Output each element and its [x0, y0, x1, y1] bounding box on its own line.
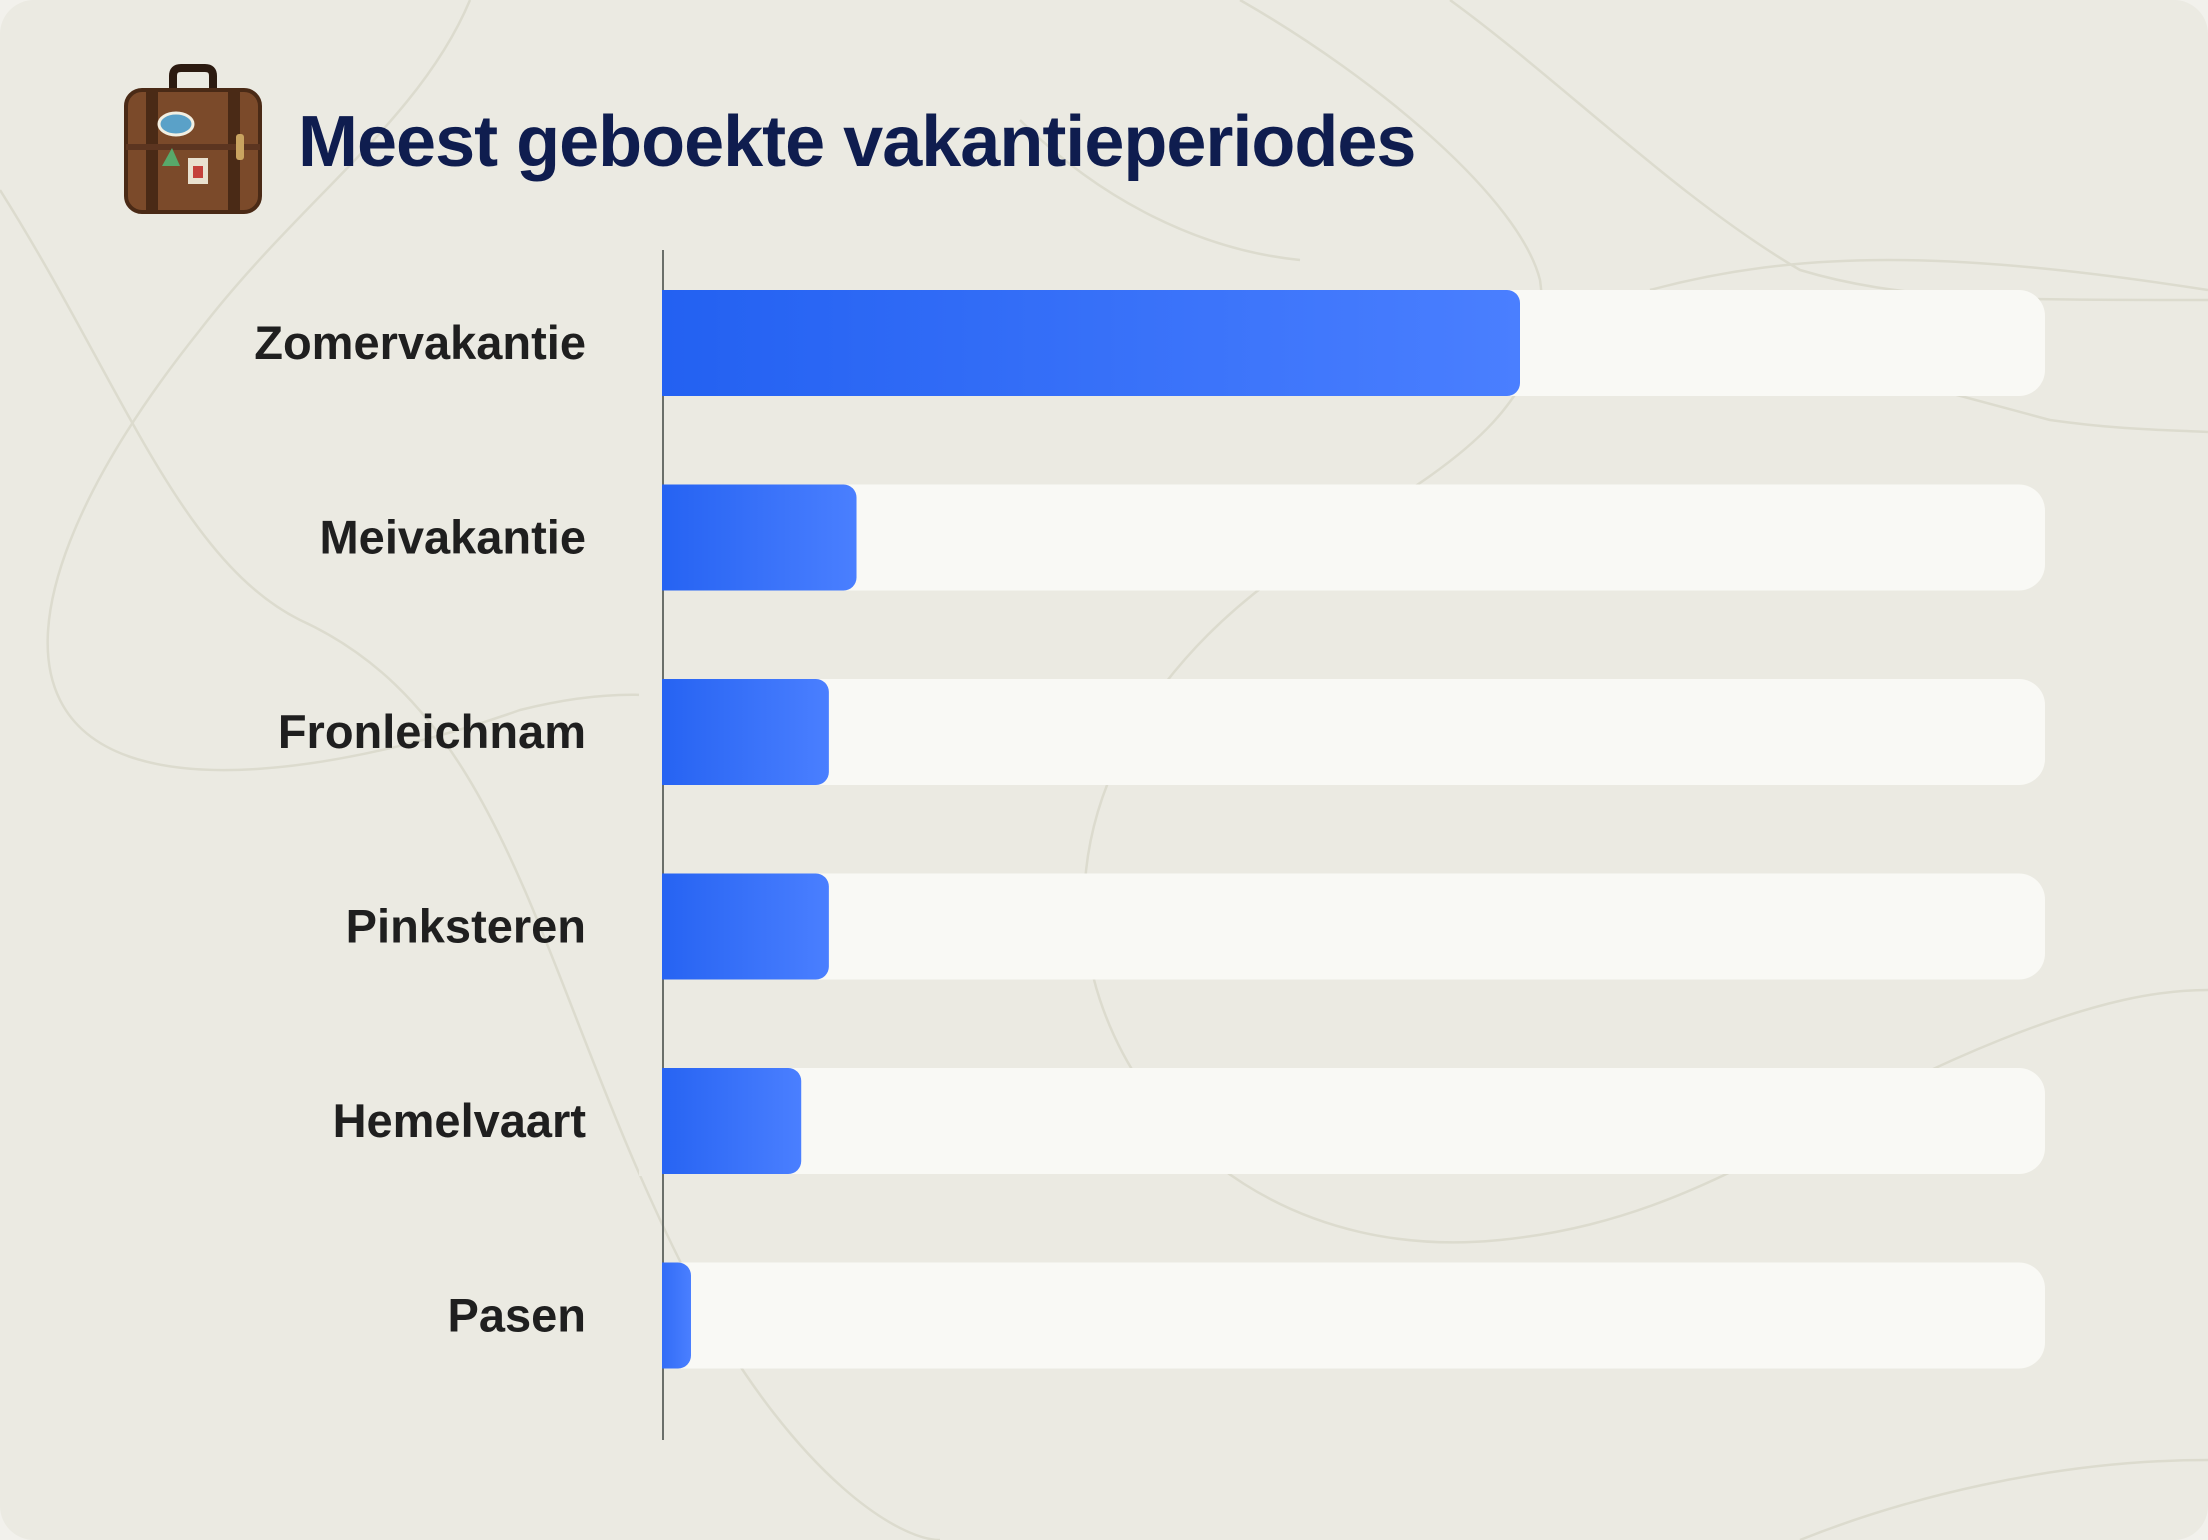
bar-track [643, 1262, 2045, 1369]
bar-left-edge [639, 677, 662, 787]
bar-left-edge [639, 1260, 662, 1371]
category-label: Meivakantie [320, 511, 586, 564]
category-label: Fronleichnam [278, 705, 586, 758]
bar-track [643, 873, 2045, 980]
suitcase-icon [124, 64, 262, 214]
bar [643, 484, 857, 591]
category-label: Pasen [448, 1289, 586, 1342]
bar-left-edge [639, 482, 662, 593]
chart-header: Meest geboekte vakantieperiodes [118, 62, 1416, 222]
bar-left-edge [639, 1066, 662, 1176]
category-label: Zomervakantie [254, 316, 586, 369]
bar-track [643, 1068, 2045, 1174]
bar-left-edge [639, 871, 662, 982]
bar [643, 1068, 802, 1174]
category-label: Hemelvaart [333, 1094, 587, 1147]
bar-left-edge [639, 288, 662, 398]
bar-track [643, 679, 2045, 785]
bar [643, 873, 829, 980]
bar-track [643, 484, 2045, 591]
bar [643, 679, 829, 785]
category-label: Pinksteren [346, 900, 586, 953]
chart-title: Meest geboekte vakantieperiodes [298, 102, 1416, 182]
bar [643, 290, 1520, 396]
